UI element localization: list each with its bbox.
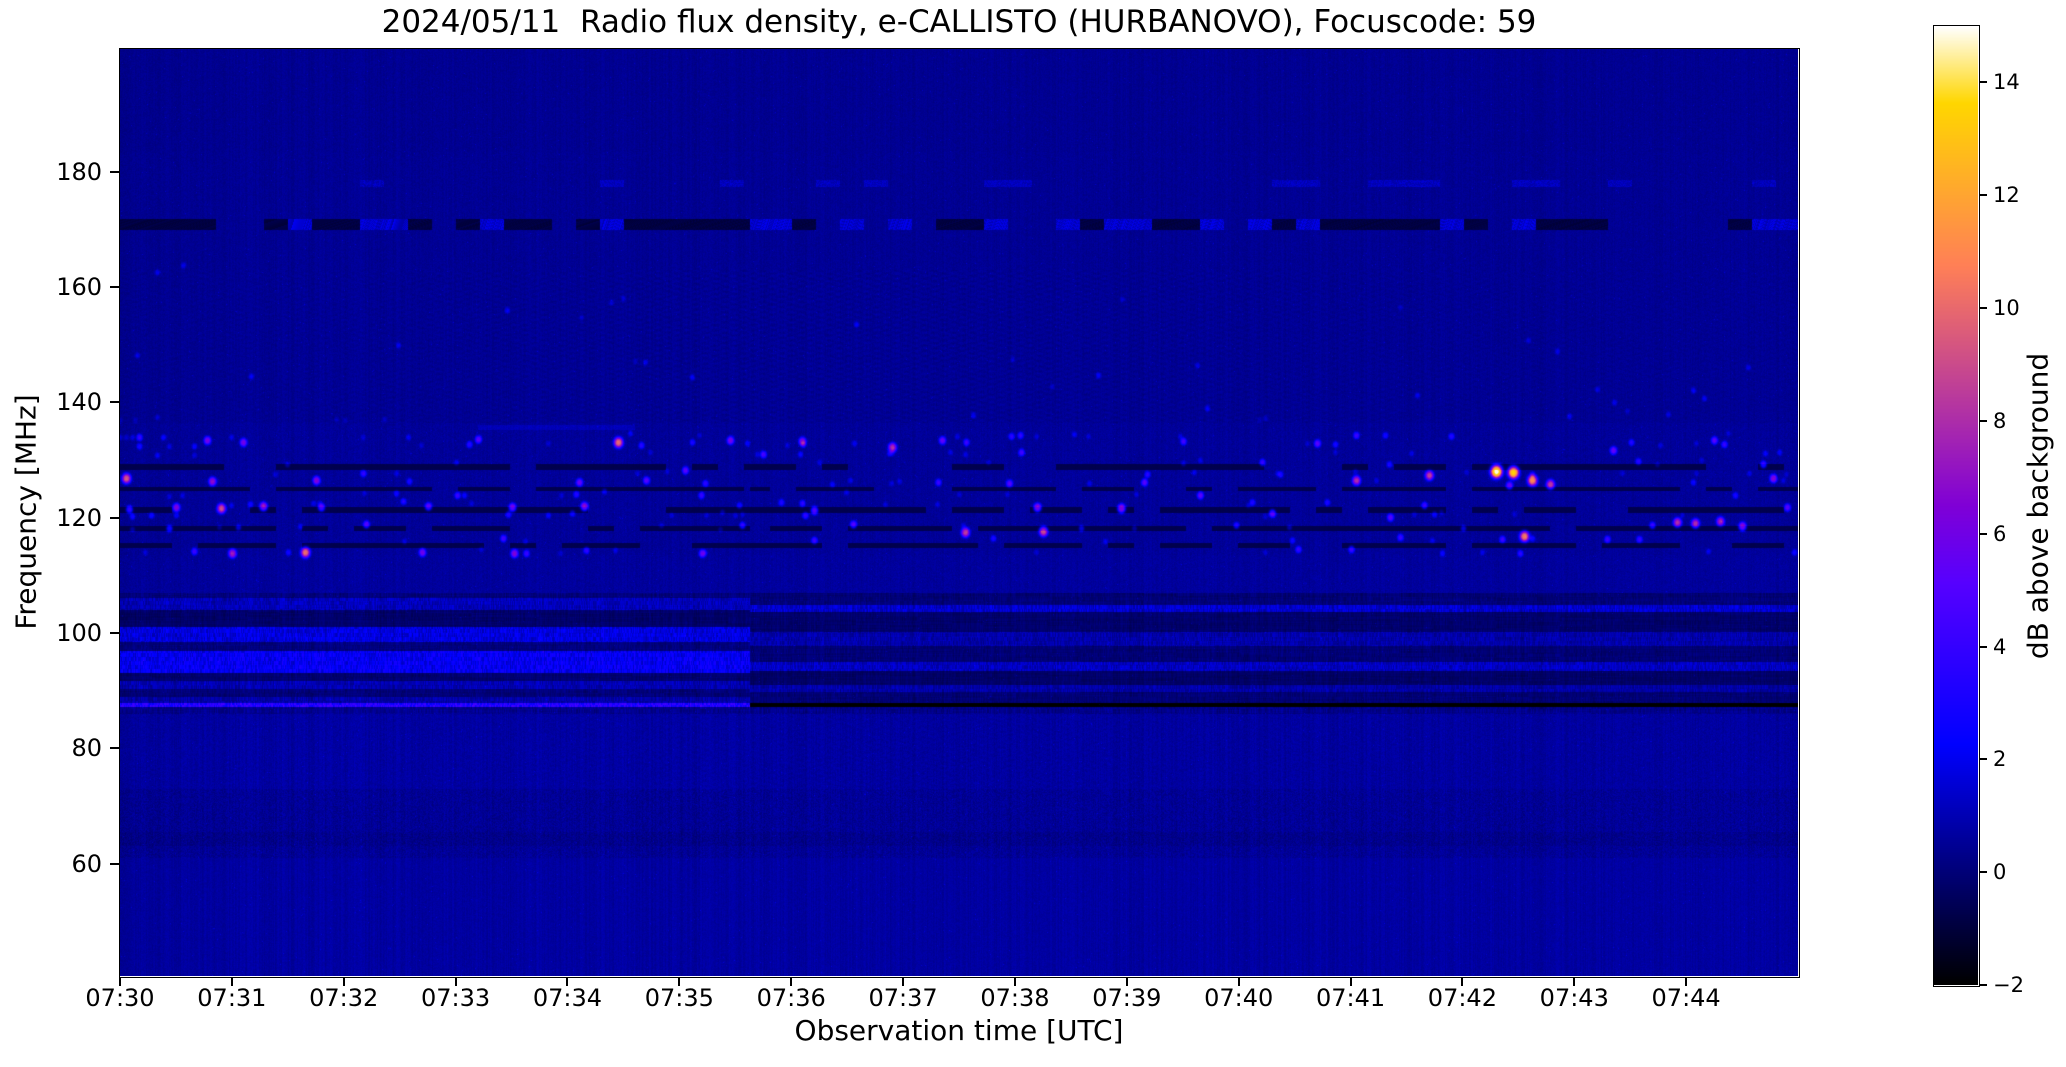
colorbar-tick-label: 8	[1993, 408, 2007, 433]
y-axis-tick	[110, 516, 119, 519]
x-axis-tick-label: 07:42	[1427, 984, 1497, 1012]
colorbar-tick	[1979, 871, 1987, 874]
colorbar-tick-label: 6	[1993, 521, 2007, 546]
colorbar-tick	[1979, 307, 1987, 310]
colorbar-tick-label: 2	[1993, 747, 2007, 772]
x-axis-tick	[902, 977, 905, 986]
x-axis-tick	[1685, 977, 1688, 986]
x-axis-tick-label: 07:31	[197, 984, 267, 1012]
x-axis-tick	[678, 977, 681, 986]
colorbar-tick	[1979, 645, 1987, 648]
colorbar-tick	[1979, 419, 1987, 422]
colorbar-tick	[1979, 81, 1987, 84]
x-axis-tick-label: 07:34	[532, 984, 603, 1012]
chart-title: 2024/05/11 Radio flux density, e-CALLIST…	[381, 4, 1537, 40]
x-axis-label: Observation time [UTC]	[794, 1014, 1124, 1047]
plot-frame	[118, 47, 1800, 978]
x-axis-tick	[230, 977, 233, 986]
x-axis-tick	[1573, 977, 1576, 986]
y-axis-tick-label: 180	[56, 157, 102, 186]
y-axis-tick	[110, 170, 119, 173]
y-axis-tick-label: 160	[56, 273, 102, 302]
x-axis-tick-label: 07:40	[1204, 984, 1274, 1012]
colorbar-canvas	[1933, 25, 1978, 985]
colorbar-tick-label: −2	[1993, 973, 2024, 997]
x-axis-tick	[1013, 977, 1016, 986]
colorbar-tick	[1979, 532, 1987, 535]
y-axis-tick-label: 80	[71, 734, 102, 763]
x-axis-tick-label: 07:41	[1315, 984, 1386, 1012]
y-axis-tick-label: 120	[56, 503, 102, 532]
x-axis-tick-label: 07:30	[85, 984, 155, 1012]
x-axis-tick-label: 07:36	[756, 984, 826, 1012]
y-axis-tick	[110, 631, 119, 634]
colorbar-tick	[1979, 758, 1987, 761]
x-axis-tick	[454, 977, 457, 986]
x-axis-tick-label: 07:44	[1651, 984, 1721, 1012]
x-axis-tick	[1237, 977, 1240, 986]
x-axis-tick-label: 07:37	[868, 984, 938, 1012]
colorbar-tick-label: 0	[1993, 860, 2007, 885]
colorbar-tick	[1979, 194, 1987, 197]
x-axis-tick-label: 07:35	[644, 984, 714, 1012]
y-axis-tick-label: 60	[71, 849, 102, 878]
colorbar-tick-label: 4	[1993, 634, 2007, 659]
y-axis-tick-label: 140	[56, 388, 102, 417]
x-axis-tick-label: 07:39	[1092, 984, 1162, 1012]
x-axis-tick	[1461, 977, 1464, 986]
colorbar-tick-label: 14	[1993, 70, 2020, 95]
colorbar-label: dB above background	[2021, 352, 2055, 660]
y-axis-tick-label: 100	[56, 618, 102, 647]
x-axis-tick	[1125, 977, 1128, 986]
x-axis-tick-label: 07:32	[309, 984, 379, 1012]
x-axis-tick	[119, 977, 121, 986]
colorbar-tick-label: 12	[1993, 183, 2020, 208]
y-axis-tick	[110, 747, 119, 750]
y-axis-tick	[110, 286, 119, 289]
x-axis-tick	[566, 977, 569, 986]
y-axis-tick	[110, 401, 119, 404]
colorbar-frame	[1932, 24, 1980, 987]
colorbar-tick-label: 10	[1993, 296, 2020, 321]
x-axis-tick	[1349, 977, 1352, 986]
y-axis-tick	[110, 862, 119, 865]
spectrogram-canvas	[119, 48, 1798, 976]
x-axis-tick-label: 07:33	[421, 984, 491, 1012]
x-axis-tick	[342, 977, 345, 986]
x-axis-tick	[790, 977, 793, 986]
x-axis-tick-label: 07:38	[980, 984, 1050, 1012]
x-axis-tick-label: 07:43	[1539, 984, 1609, 1012]
colorbar-tick	[1979, 984, 1987, 986]
